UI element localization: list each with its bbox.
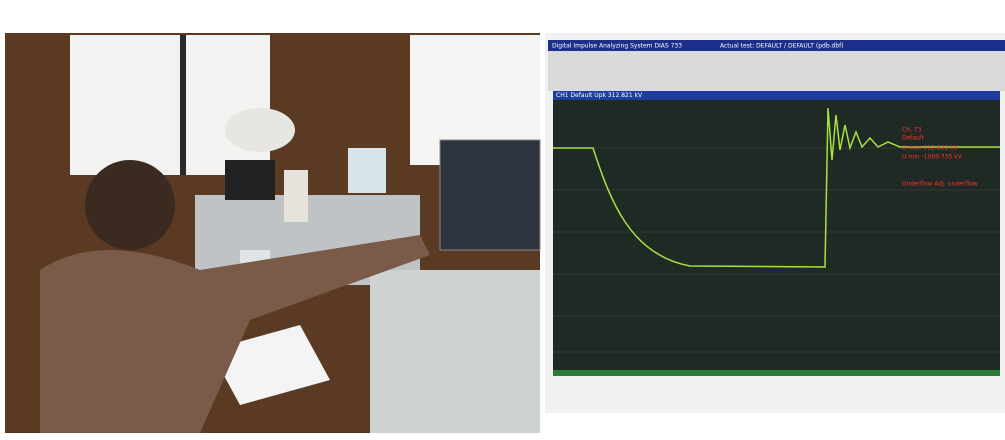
monitor xyxy=(440,140,540,250)
photo xyxy=(5,33,540,433)
toolbar xyxy=(548,51,1005,91)
page: Digital Impulse Analyzing System DIAS 73… xyxy=(0,0,1005,440)
cabinet xyxy=(370,270,540,433)
window-title: Digital Impulse Analyzing System DIAS 73… xyxy=(552,43,682,50)
readout-line: Underflow Adj. underflow xyxy=(902,181,978,188)
bowl xyxy=(225,108,295,152)
status-bar xyxy=(553,370,1000,376)
readout-line: U min -1069.735 kV xyxy=(902,154,963,161)
person-head xyxy=(85,160,175,250)
beaker xyxy=(348,148,386,193)
bottle xyxy=(284,170,308,222)
plot-header: CH1 Default Upk 312.821 kV xyxy=(556,92,643,99)
readout-line: Ch. 73 xyxy=(902,127,922,134)
readout-line: Default xyxy=(902,135,925,142)
screen: Digital Impulse Analyzing System DIAS 73… xyxy=(545,33,1005,413)
readout-line: U max 312.821 kV xyxy=(902,145,958,152)
window-frame xyxy=(180,35,186,175)
composite: Digital Impulse Analyzing System DIAS 73… xyxy=(0,0,1005,436)
window-test: Actual test: DEFAULT / DEFAULT (pdb.dbf) xyxy=(720,43,844,50)
plot-area xyxy=(553,100,1000,370)
window-pane xyxy=(70,35,270,175)
device xyxy=(225,160,275,200)
